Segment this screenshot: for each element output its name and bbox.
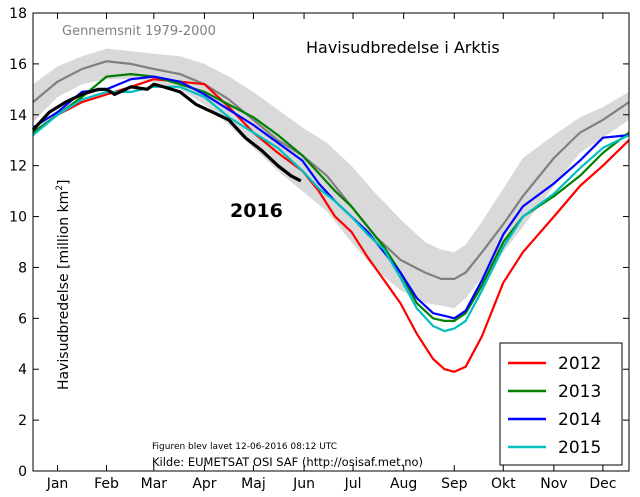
average-label: Gennemsnit 1979-2000 <box>62 24 216 39</box>
average-range-band <box>33 48 629 309</box>
series-line-2012 <box>32 78 630 373</box>
y-tick-label: 4 <box>18 362 27 378</box>
source-note: Kilde: EUMETSAT OSI SAF (http://osisaf.m… <box>152 455 423 469</box>
series-line-2016 <box>31 82 302 183</box>
series-lines <box>31 72 630 373</box>
legend-label-2013: 2013 <box>558 382 601 402</box>
series-2016-label: 2016 <box>230 200 283 222</box>
x-tick-label: Jun <box>292 476 315 492</box>
axis-ticks: 0 2 4 6 8 10 12 14 16 18 Jan Feb Mar Apr Maj Jun Jul Aug S… <box>9 6 629 492</box>
x-tick-label: Mar <box>141 476 168 492</box>
y-axis-label-superscript: 2 <box>55 185 65 191</box>
chart-title: Havisudbredelse i Arktis <box>306 38 500 57</box>
legend-label-2012: 2012 <box>558 354 601 374</box>
average-range-area <box>33 48 629 309</box>
y-tick-label: 18 <box>9 6 27 22</box>
y-tick-label: 0 <box>18 464 27 480</box>
legend-items: 2012 2013 2014 2015 <box>508 354 601 458</box>
y-tick-label: 8 <box>18 260 27 276</box>
x-tick-label: Okt <box>491 476 516 492</box>
y-axis-label: Havisudbredelse [million km2] <box>55 179 72 390</box>
plot-frame <box>32 12 630 472</box>
x-tick-label: Jan <box>46 476 69 492</box>
x-tick-label: Dec <box>589 476 616 492</box>
y-tick-label: 10 <box>9 210 27 226</box>
y-axis-label-tail: ] <box>56 179 72 184</box>
y-tick-label: 2 <box>18 413 27 429</box>
y-tick-label: 14 <box>9 108 27 124</box>
x-tick-label: Jul <box>344 476 362 492</box>
y-tick-label: 16 <box>9 57 27 73</box>
x-tick-label: Nov <box>540 476 567 492</box>
x-tick-label: Maj <box>241 476 266 492</box>
y-axis-label-main: Havisudbredelse [million km <box>56 191 72 390</box>
created-note: Figuren blev lavet 12-06-2016 08:12 UTC <box>152 442 337 452</box>
x-tick-label: Apr <box>192 476 216 492</box>
x-tick-label: Aug <box>390 476 417 492</box>
y-tick-label: 6 <box>18 311 27 327</box>
legend-label-2014: 2014 <box>558 410 601 430</box>
legend-label-2015: 2015 <box>558 438 601 458</box>
x-tick-label: Feb <box>94 476 119 492</box>
x-tick-label: Sep <box>441 476 468 492</box>
legend: 2012 2013 2014 2015 <box>499 342 623 466</box>
y-tick-label: 12 <box>9 159 27 175</box>
